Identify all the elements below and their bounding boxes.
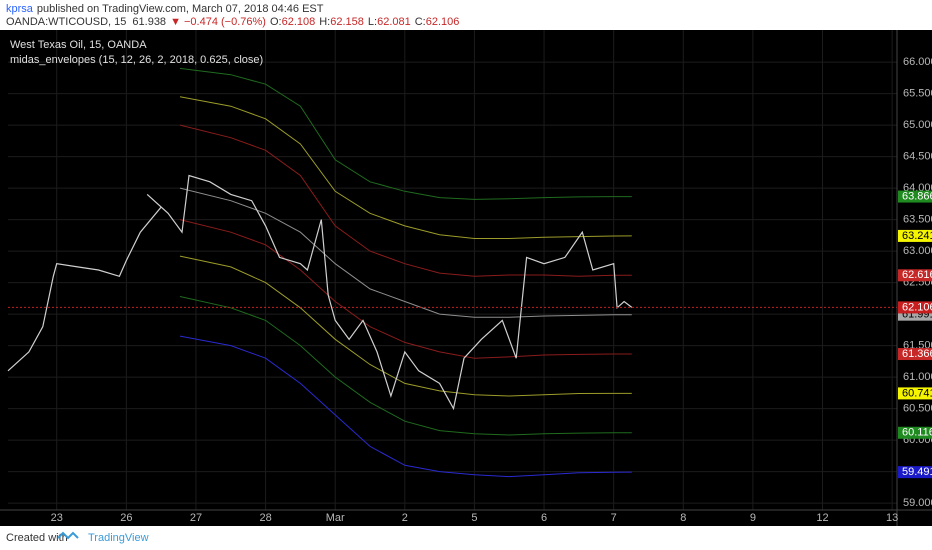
x-tick-label: 8 bbox=[680, 512, 686, 524]
change: ▼ −0.474 (−0.76%) bbox=[170, 16, 266, 28]
series-line bbox=[179, 296, 632, 436]
y-tick-label: 65.000 bbox=[903, 119, 932, 131]
value-tag bbox=[898, 387, 932, 400]
x-tick-label: 27 bbox=[190, 512, 202, 524]
symbol: OANDA:WTICOUSD, 15 bbox=[6, 16, 126, 28]
x-tick-label: 6 bbox=[541, 512, 547, 524]
last: 61.938 bbox=[132, 16, 166, 28]
series-line bbox=[179, 124, 632, 277]
value-tag bbox=[898, 190, 932, 203]
value-tag-label: 59.491 bbox=[902, 466, 932, 478]
value-tag-label: 62.616 bbox=[902, 269, 932, 281]
y-tick-label: 63.000 bbox=[903, 245, 932, 257]
y-tick-label: 59.000 bbox=[903, 497, 932, 509]
x-tick-label: 23 bbox=[51, 512, 63, 524]
ohlc-key: H: bbox=[319, 16, 330, 28]
last-value-tags: 63.86663.24162.61661.99161.36660.74160.1… bbox=[898, 190, 932, 479]
x-tick-label: 28 bbox=[259, 512, 271, 524]
series-line bbox=[7, 174, 633, 411]
chart-subtitle: midas_envelopes (15, 12, 26, 2, 2018, 0.… bbox=[10, 54, 263, 66]
series-line bbox=[179, 96, 632, 239]
x-tick-label: 9 bbox=[750, 512, 756, 524]
value-tag-label: 60.741 bbox=[902, 387, 932, 399]
footer-created: Created with bbox=[6, 532, 68, 544]
y-tick-label: 65.500 bbox=[903, 88, 932, 100]
value-tag-label: 62.106 bbox=[902, 301, 932, 313]
value-tag-label: 61.366 bbox=[902, 348, 932, 360]
y-tick-label: 66.000 bbox=[903, 56, 932, 68]
ohlc-value: 62.108 bbox=[282, 16, 316, 28]
series-line bbox=[179, 67, 632, 200]
author[interactable]: kprsa bbox=[6, 3, 34, 15]
value-tag bbox=[898, 269, 932, 282]
value-tag-label: 63.866 bbox=[902, 190, 932, 202]
value-tag bbox=[898, 301, 932, 314]
value-tag bbox=[898, 426, 932, 439]
x-tick-label: Mar bbox=[326, 512, 345, 524]
ohlc-key: O: bbox=[270, 16, 282, 28]
x-tick-label: 13 bbox=[886, 512, 898, 524]
x-tick-label: 2 bbox=[402, 512, 408, 524]
value-tag bbox=[898, 348, 932, 361]
value-tag bbox=[898, 466, 932, 479]
chart-title: West Texas Oil, 15, OANDA bbox=[10, 39, 147, 51]
logo bbox=[57, 531, 79, 540]
chart-area bbox=[0, 30, 932, 526]
value-tag-label: 60.116 bbox=[902, 427, 932, 439]
value-tag-label: 63.241 bbox=[902, 230, 932, 242]
ohlc-key: L: bbox=[368, 16, 377, 28]
ohlc-value: 62.106 bbox=[426, 16, 460, 28]
ohlc-value: 62.081 bbox=[377, 16, 411, 28]
published: published on TradingView.com, March 07, … bbox=[37, 3, 324, 15]
y-tick-label: 61.000 bbox=[903, 371, 932, 383]
plot bbox=[7, 30, 897, 510]
series-line bbox=[179, 255, 632, 397]
x-tick-label: 12 bbox=[816, 512, 828, 524]
published-line: kprsa published on TradingView.com, March… bbox=[6, 3, 324, 15]
y-tick-label: 63.500 bbox=[903, 214, 932, 226]
series-line bbox=[179, 219, 632, 359]
x-tick-label: 7 bbox=[611, 512, 617, 524]
series-line bbox=[179, 187, 632, 318]
x-tick-label: 26 bbox=[120, 512, 132, 524]
series-line bbox=[179, 335, 632, 478]
ohlc-key: C: bbox=[415, 16, 426, 28]
ohlc-value: 62.158 bbox=[330, 16, 364, 28]
y-tick-label: 64.500 bbox=[903, 151, 932, 163]
footer-brand[interactable]: TradingView bbox=[88, 532, 149, 544]
symbol-line: OANDA:WTICOUSD, 15 61.938 ▼ −0.474 (−0.76%… bbox=[6, 16, 459, 28]
value-tag bbox=[898, 229, 932, 242]
x-tick-label: 5 bbox=[471, 512, 477, 524]
y-tick-label: 60.500 bbox=[903, 402, 932, 414]
